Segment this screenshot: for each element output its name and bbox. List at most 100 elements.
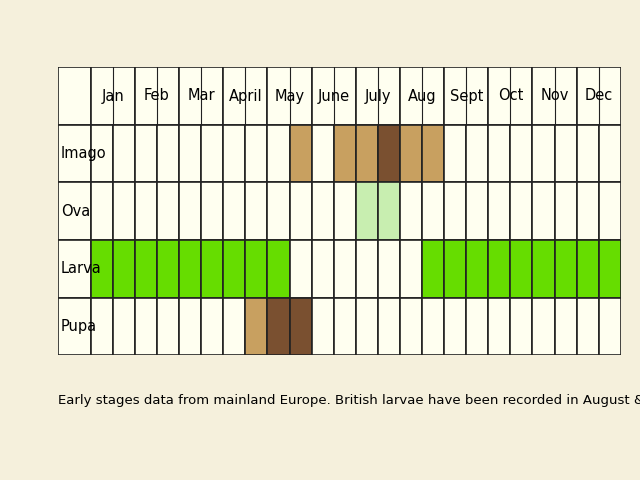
Bar xyxy=(179,125,201,182)
Bar xyxy=(201,298,223,355)
Bar xyxy=(157,182,179,240)
Bar xyxy=(488,67,532,125)
Bar xyxy=(488,240,510,298)
Bar xyxy=(488,125,510,182)
Bar xyxy=(289,182,312,240)
Bar xyxy=(422,125,444,182)
Text: Dec: Dec xyxy=(584,88,613,104)
Bar xyxy=(312,298,333,355)
Bar xyxy=(598,240,621,298)
Bar xyxy=(245,182,268,240)
Bar xyxy=(400,298,422,355)
Bar xyxy=(223,125,245,182)
Bar xyxy=(466,125,488,182)
Bar xyxy=(135,67,179,125)
Bar xyxy=(554,125,577,182)
Bar xyxy=(223,182,245,240)
Bar xyxy=(58,182,91,240)
Bar xyxy=(400,182,422,240)
Bar xyxy=(91,298,113,355)
Bar xyxy=(554,298,577,355)
Text: Imago: Imago xyxy=(61,146,106,161)
Bar xyxy=(91,240,113,298)
Bar xyxy=(400,67,444,125)
Bar xyxy=(577,182,598,240)
Bar xyxy=(378,182,400,240)
Bar xyxy=(466,298,488,355)
Bar xyxy=(289,298,312,355)
Bar xyxy=(268,125,289,182)
Text: April: April xyxy=(228,88,262,104)
Bar xyxy=(201,125,223,182)
Bar xyxy=(245,240,268,298)
Bar xyxy=(577,125,598,182)
Bar xyxy=(510,125,532,182)
Bar xyxy=(444,125,466,182)
Bar xyxy=(577,67,621,125)
Text: Oct: Oct xyxy=(498,88,523,104)
Bar xyxy=(91,67,135,125)
Bar xyxy=(91,182,113,240)
Bar xyxy=(422,182,444,240)
Bar xyxy=(532,182,554,240)
Bar xyxy=(135,298,157,355)
Bar xyxy=(201,182,223,240)
Bar xyxy=(58,125,91,182)
Bar xyxy=(245,298,268,355)
Bar xyxy=(444,182,466,240)
Text: June: June xyxy=(317,88,349,104)
Bar xyxy=(598,182,621,240)
Bar xyxy=(598,125,621,182)
Bar xyxy=(268,67,312,125)
Bar xyxy=(245,125,268,182)
Bar xyxy=(179,240,201,298)
Bar xyxy=(532,67,577,125)
Bar xyxy=(378,240,400,298)
Bar xyxy=(444,67,488,125)
Bar xyxy=(488,182,510,240)
Bar xyxy=(333,240,356,298)
Bar xyxy=(58,298,91,355)
Bar xyxy=(179,298,201,355)
Text: Jan: Jan xyxy=(102,88,124,104)
Bar xyxy=(268,182,289,240)
Bar xyxy=(223,240,245,298)
Bar xyxy=(223,298,245,355)
Bar xyxy=(179,67,223,125)
Bar xyxy=(157,240,179,298)
Bar xyxy=(422,298,444,355)
Text: Mar: Mar xyxy=(188,88,215,104)
Bar xyxy=(444,298,466,355)
Bar xyxy=(532,125,554,182)
Bar xyxy=(113,298,135,355)
Bar xyxy=(312,182,333,240)
Bar xyxy=(466,240,488,298)
Text: Pupa: Pupa xyxy=(61,319,97,334)
Text: Larva: Larva xyxy=(61,261,102,276)
Bar xyxy=(510,298,532,355)
Bar xyxy=(422,240,444,298)
Bar xyxy=(223,67,268,125)
Bar xyxy=(289,240,312,298)
Bar xyxy=(577,240,598,298)
Bar xyxy=(268,298,289,355)
Text: Sept: Sept xyxy=(449,88,483,104)
Bar xyxy=(91,125,113,182)
Bar xyxy=(135,240,157,298)
Bar xyxy=(135,125,157,182)
Bar xyxy=(554,240,577,298)
Text: July: July xyxy=(365,88,391,104)
Bar xyxy=(58,67,91,125)
Text: May: May xyxy=(275,88,305,104)
Bar xyxy=(356,240,378,298)
Bar xyxy=(400,125,422,182)
Bar xyxy=(157,125,179,182)
Bar xyxy=(532,298,554,355)
Bar xyxy=(113,240,135,298)
Bar xyxy=(510,182,532,240)
Text: Early stages data from mainland Europe. British larvae have been recorded in Aug: Early stages data from mainland Europe. … xyxy=(58,394,640,407)
Bar xyxy=(333,298,356,355)
Bar xyxy=(356,67,400,125)
Bar xyxy=(289,125,312,182)
Bar xyxy=(135,182,157,240)
